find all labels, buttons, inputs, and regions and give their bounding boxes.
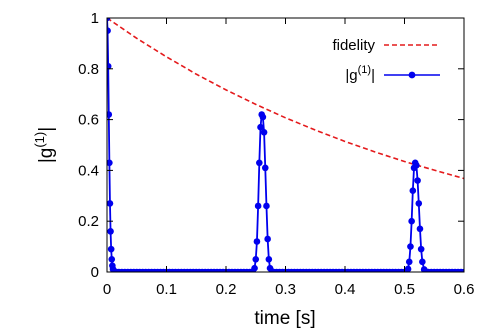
data-point <box>257 123 264 131</box>
y-tick-label: 0.6 <box>78 112 99 129</box>
data-point <box>107 18 111 22</box>
legend-marker-g1 <box>408 71 416 79</box>
data-point <box>404 265 412 272</box>
data-point <box>253 238 261 245</box>
data-point <box>415 200 423 207</box>
data-point <box>254 202 262 210</box>
data-point <box>260 129 268 136</box>
data-point <box>107 228 114 235</box>
data-point <box>460 268 464 272</box>
x-tick-label: 0.1 <box>156 281 177 298</box>
y-axis-label-sup: (1) <box>32 132 47 148</box>
data-point <box>256 159 263 167</box>
series-layer <box>107 18 464 272</box>
data-point <box>252 255 260 263</box>
data-point <box>107 27 111 34</box>
data-point <box>408 217 415 225</box>
legend-label-fidelity: fidelity <box>332 37 375 54</box>
data-point <box>107 159 113 167</box>
x-tick-label: 0.5 <box>394 281 415 298</box>
legend: fidelity |g(1)| <box>332 37 440 84</box>
x-tick-label: 0.3 <box>275 281 296 298</box>
y-tick-label: 0.8 <box>78 61 99 78</box>
data-point <box>414 177 421 184</box>
series-line-0 <box>107 18 464 180</box>
data-point <box>107 111 113 118</box>
data-point <box>107 62 112 70</box>
legend-label-g1: |g(1)| <box>345 64 375 84</box>
data-point <box>417 245 425 253</box>
data-point <box>251 264 258 272</box>
data-point <box>419 258 426 266</box>
data-point <box>259 113 267 121</box>
legend-label-g1-sup: (1) <box>358 64 371 76</box>
data-point <box>413 162 420 169</box>
y-tick-label: 0.2 <box>78 213 99 230</box>
x-tick-label: 0.4 <box>335 281 356 298</box>
data-point <box>107 200 114 207</box>
axes-layer: 0 0.1 0.2 0.3 0.4 0.5 0.6 0 0.2 0.4 0.6 0.8 1 <box>78 10 474 298</box>
data-point <box>409 187 417 195</box>
x-tick-label: 0 <box>103 281 111 298</box>
y-tick-label: 0 <box>91 264 99 281</box>
data-point <box>263 202 270 210</box>
legend-label-g1-end: | <box>371 67 375 84</box>
data-point <box>264 235 271 243</box>
data-point <box>405 258 413 266</box>
x-tick-label: 0.6 <box>454 281 475 298</box>
data-point <box>265 255 273 263</box>
y-axis-label-end: | <box>36 127 57 132</box>
y-tick-label: 0.4 <box>78 162 99 179</box>
data-point <box>108 255 116 263</box>
data-point <box>107 245 115 253</box>
data-point <box>261 164 269 172</box>
data-point <box>416 225 424 233</box>
y-axis-label-base: |g <box>36 148 57 164</box>
legend-label-g1-base: |g <box>345 67 357 84</box>
y-tick-label: 1 <box>91 10 99 27</box>
y-axis-label: |g(1)| <box>32 127 57 163</box>
data-point <box>407 243 414 250</box>
series-line-1 <box>107 18 464 272</box>
x-tick-label: 0.2 <box>216 281 237 298</box>
x-axis-label: time [s] <box>254 308 315 329</box>
